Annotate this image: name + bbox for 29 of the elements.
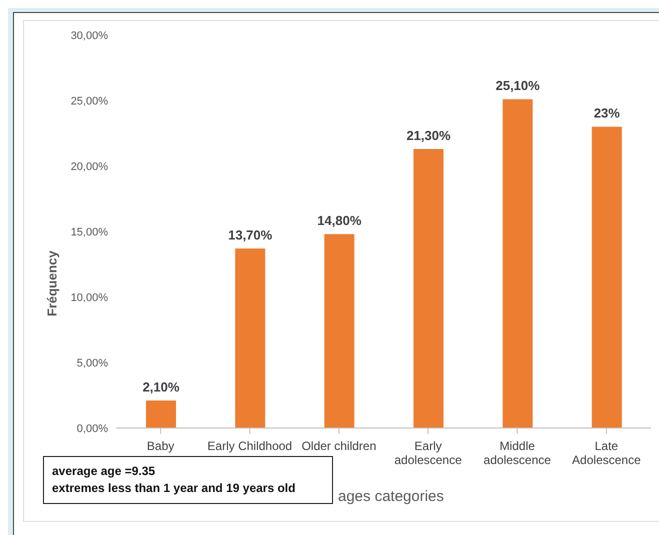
- data-label: 23%: [594, 106, 620, 121]
- x-tick-label: Early adolescence: [394, 439, 462, 467]
- data-label: 2,10%: [142, 379, 180, 394]
- x-tick-label: Late Adolescence: [572, 439, 642, 467]
- x-tick-label: Middle adolescence: [484, 439, 552, 467]
- text: average age =9.35: [52, 463, 156, 480]
- bar: [414, 148, 444, 428]
- y-tick-label: 0,00%: [76, 422, 108, 435]
- y-tick-label: 30,00%: [70, 30, 108, 42]
- x-axis-title: ages categories: [338, 488, 444, 505]
- x-tick-label: Early Childhood: [207, 439, 292, 453]
- bar: [502, 99, 533, 428]
- x-tick-label: Baby: [146, 439, 174, 453]
- x-tick-label: Older children: [302, 439, 376, 453]
- y-tick-label: 10,00%: [70, 292, 108, 304]
- y-tick-label: 25,00%: [70, 95, 108, 108]
- bar: [146, 400, 176, 428]
- data-label: 14,80%: [317, 213, 362, 228]
- bar: [235, 248, 266, 428]
- y-tick-label: 20,00%: [70, 160, 108, 173]
- data-label: 21,30%: [406, 128, 451, 143]
- y-tick-label: 5,00%: [76, 357, 108, 370]
- data-label: 13,70%: [228, 228, 273, 243]
- y-tick-label: 15,00%: [70, 226, 108, 238]
- data-label: 25,10%: [496, 78, 540, 94]
- bar: [592, 126, 622, 428]
- y-axis-title: Fréquency: [44, 250, 60, 316]
- text: extremes less than 1 year and 19 years old: [52, 480, 296, 497]
- bar: [324, 234, 354, 428]
